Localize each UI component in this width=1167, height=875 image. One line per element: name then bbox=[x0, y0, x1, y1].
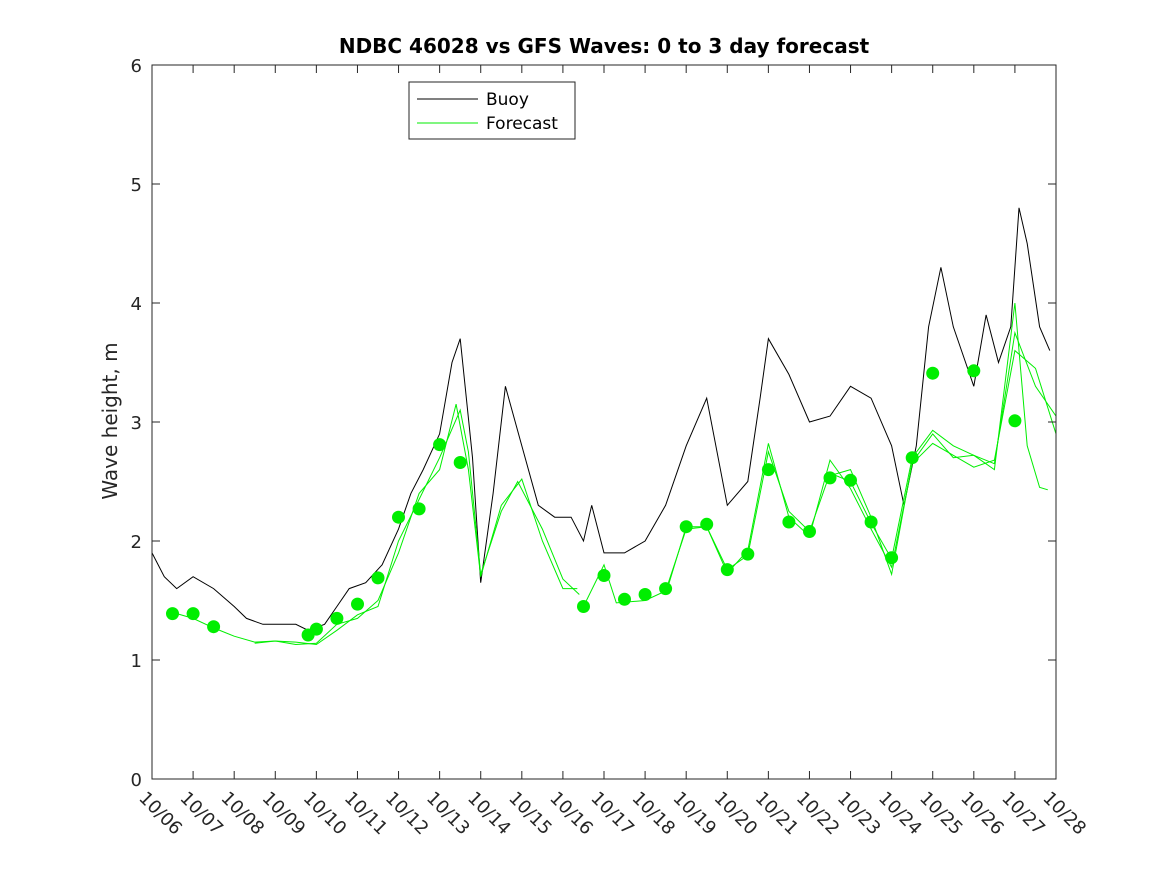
forecast-marker-13 bbox=[597, 569, 611, 582]
forecast-line-1 bbox=[172, 408, 580, 646]
y-tick-label-3: 3 bbox=[131, 413, 142, 434]
legend: Buoy Forecast bbox=[408, 81, 576, 140]
y-tick-label-4: 4 bbox=[131, 294, 142, 315]
forecast-marker-25 bbox=[844, 473, 857, 487]
forecast-marker-29 bbox=[926, 366, 940, 380]
forecast-marker-10 bbox=[433, 438, 447, 452]
forecast-marker-17 bbox=[679, 520, 693, 534]
y-axis-label: Wave height, m bbox=[98, 342, 122, 499]
forecast-marker-2 bbox=[207, 620, 221, 634]
series-1 bbox=[172, 408, 580, 646]
y-tick-label-6: 6 bbox=[131, 56, 142, 77]
y-tick-label-1: 1 bbox=[131, 651, 142, 672]
forecast-marker-16 bbox=[659, 582, 673, 596]
forecast-line-2 bbox=[254, 403, 578, 646]
forecast-marker-9 bbox=[412, 502, 426, 516]
legend-forecast-label: Forecast bbox=[486, 114, 558, 134]
forecast-marker-12 bbox=[577, 600, 590, 613]
forecast-marker-11 bbox=[453, 456, 467, 469]
plot-series-layer bbox=[151, 207, 1057, 646]
forecast-marker-22 bbox=[782, 515, 796, 529]
forecast-marker-1 bbox=[186, 607, 200, 621]
forecast-marker-15 bbox=[638, 588, 652, 601]
forecast-marker-7 bbox=[371, 571, 385, 585]
forecast-marker-19 bbox=[720, 563, 734, 577]
forecast-marker-5 bbox=[330, 611, 344, 625]
forecast-marker-26 bbox=[864, 515, 878, 529]
forecast-marker-18 bbox=[700, 517, 714, 531]
forecast-marker-8 bbox=[392, 510, 405, 524]
forecast-marker-6 bbox=[351, 597, 364, 611]
forecast-marker-28 bbox=[905, 451, 919, 465]
forecast-marker-21 bbox=[761, 463, 775, 477]
legend-box bbox=[408, 81, 576, 140]
forecast-marker-14 bbox=[618, 592, 631, 606]
y-tick-label-0: 0 bbox=[131, 770, 142, 791]
forecast-marker-24 bbox=[823, 471, 837, 485]
legend-buoy-label: Buoy bbox=[486, 90, 529, 110]
chart-title: NDBC 46028 vs GFS Waves: 0 to 3 day fore… bbox=[339, 34, 870, 58]
y-tick-label-5: 5 bbox=[131, 175, 142, 196]
forecast-marker-0 bbox=[166, 607, 179, 621]
forecast-marker-4 bbox=[309, 622, 323, 636]
series-6 bbox=[166, 364, 1022, 642]
y-tick-label-2: 2 bbox=[131, 532, 142, 553]
series-2 bbox=[254, 403, 578, 646]
forecast-marker-30 bbox=[967, 364, 981, 378]
forecast-marker-31 bbox=[1008, 414, 1022, 428]
forecast-marker-23 bbox=[803, 525, 816, 538]
forecast-marker-27 bbox=[885, 551, 899, 565]
forecast-marker-20 bbox=[741, 547, 755, 561]
